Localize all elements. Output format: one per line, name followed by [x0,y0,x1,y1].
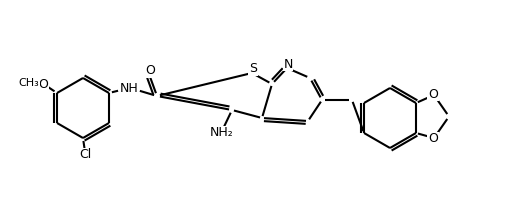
Text: N: N [283,57,293,70]
Text: Cl: Cl [79,149,91,162]
Text: NH₂: NH₂ [210,127,234,140]
Text: CH₃: CH₃ [19,78,39,88]
Text: NH: NH [119,81,138,95]
Text: O: O [38,78,48,92]
Text: O: O [428,132,438,146]
Text: O: O [145,65,155,78]
Text: S: S [249,62,257,76]
Text: O: O [428,87,438,100]
